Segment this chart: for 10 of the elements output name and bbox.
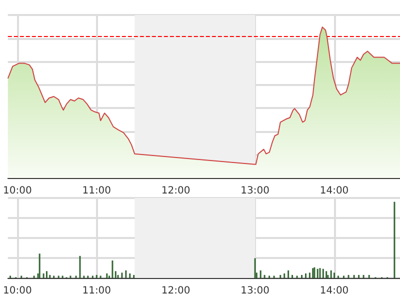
x-tick-label: 12:00 bbox=[161, 286, 190, 296]
x-tick-label: 11:00 bbox=[82, 286, 112, 296]
x-tick-label: 14:00 bbox=[320, 286, 349, 296]
x-tick-label: 10:00 bbox=[2, 186, 32, 196]
x-tick-label: 13:00 bbox=[240, 286, 270, 296]
x-tick-label: 10:00 bbox=[2, 286, 32, 296]
x-tick-label: 14:00 bbox=[320, 186, 349, 196]
x-tick-label: 11:00 bbox=[82, 186, 112, 196]
x-tick-label: 13:00 bbox=[240, 186, 270, 196]
x-tick-label: 12:00 bbox=[161, 186, 190, 196]
